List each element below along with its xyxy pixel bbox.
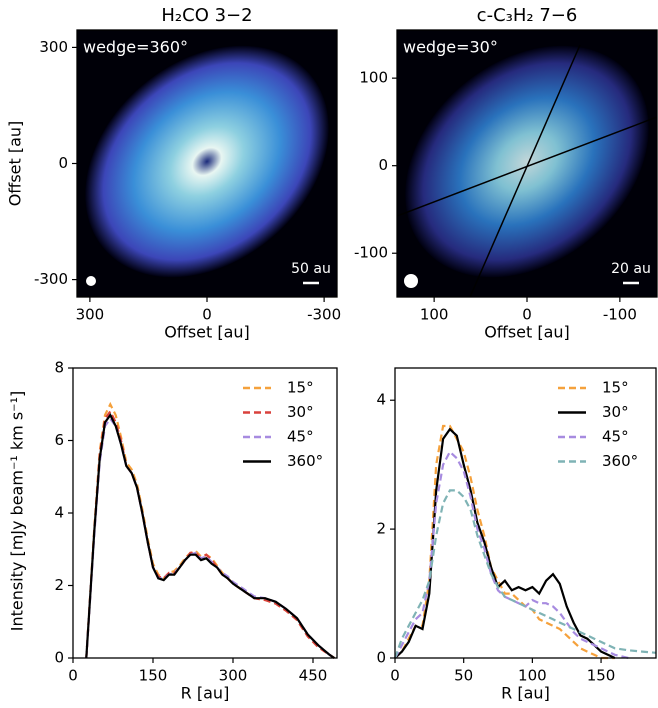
chart-title: H₂CO 3−2 <box>161 5 252 26</box>
scale-bar-label: 50 au <box>291 261 331 277</box>
x-axis-label: R [au] <box>181 684 230 703</box>
y-tick-label: 2 <box>54 576 64 594</box>
series-line <box>85 412 335 659</box>
series-line <box>394 450 629 660</box>
x-tick-label: 0 <box>68 667 78 685</box>
x-axis-label: R [au] <box>501 684 550 703</box>
x-tick-label: -300 <box>307 306 341 324</box>
scale-bar-label: 20 au <box>611 261 651 277</box>
beam <box>86 276 96 286</box>
x-tick-label: 450 <box>299 667 328 685</box>
annotation: wedge=30° <box>403 38 498 57</box>
y-tick-label: 0 <box>54 649 64 667</box>
legend-label: 45° <box>287 428 314 446</box>
y-tick-label: 0 <box>378 156 388 174</box>
x-axis-label: Offset [au] <box>164 323 250 342</box>
x-axis-label: Offset [au] <box>484 323 570 342</box>
x-tick-label: 100 <box>518 667 547 685</box>
legend-label: 360° <box>602 452 638 470</box>
series-line <box>394 427 616 659</box>
y-tick-label: 2 <box>376 520 386 538</box>
wedge-line <box>397 116 657 217</box>
emission <box>405 45 649 278</box>
emission <box>85 45 329 278</box>
x-tick-label: 150 <box>139 667 168 685</box>
series-line <box>394 424 615 660</box>
legend-label: 15° <box>287 379 314 397</box>
y-tick-label: 8 <box>54 359 64 377</box>
frame <box>394 367 657 659</box>
y-axis-label: Offset [au] <box>6 121 25 207</box>
image <box>77 30 337 297</box>
series-line <box>393 489 657 659</box>
y-tick-label: 100 <box>359 69 388 87</box>
legend-label: 45° <box>602 428 629 446</box>
chart-title: c-C₃H₂ 7−6 <box>477 5 578 26</box>
annotation: wedge=360° <box>83 38 188 57</box>
y-tick-label: 4 <box>376 391 386 409</box>
x-tick-label: -100 <box>603 306 637 324</box>
x-tick-label: 150 <box>587 667 616 685</box>
x-tick-label: 100 <box>420 306 449 324</box>
x-tick-label: 0 <box>522 306 532 324</box>
x-tick-label: 300 <box>76 306 105 324</box>
legend-label: 360° <box>287 452 323 470</box>
y-tick-label: 300 <box>39 38 68 56</box>
legend-label: 30° <box>602 403 629 421</box>
x-tick-label: 0 <box>202 306 212 324</box>
legend-label: 15° <box>602 379 629 397</box>
y-tick-label: 0 <box>376 649 386 667</box>
x-tick-label: 0 <box>390 667 400 685</box>
y-tick-label: 6 <box>54 431 64 449</box>
y-tick-label: 0 <box>58 154 68 172</box>
series-line <box>85 409 335 659</box>
y-tick-label: 4 <box>54 504 64 522</box>
image <box>397 30 657 297</box>
beam <box>404 274 418 288</box>
x-tick-label: 300 <box>219 667 248 685</box>
legend-label: 30° <box>287 403 314 421</box>
wedge-line <box>469 44 581 297</box>
y-tick-label: -300 <box>34 270 68 288</box>
y-axis-label: Intensity [mJy beam⁻¹ km s⁻¹] <box>8 391 27 632</box>
y-tick-label: -100 <box>354 244 388 262</box>
x-tick-label: 50 <box>454 667 473 685</box>
